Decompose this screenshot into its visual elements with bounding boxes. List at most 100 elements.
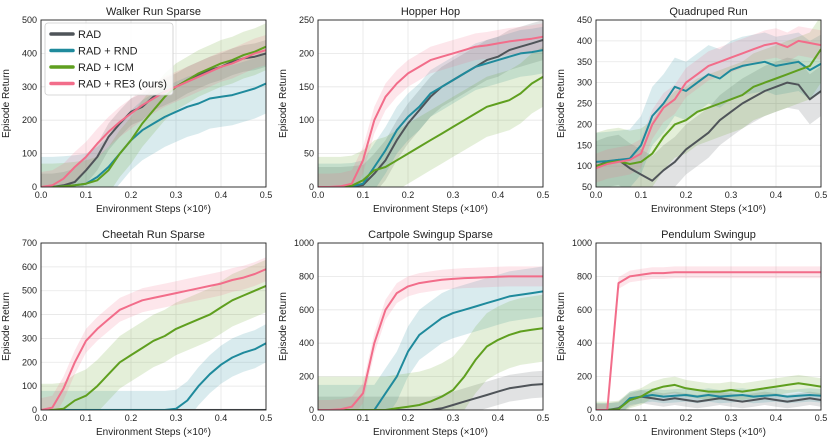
x-axis-label: Environment Steps (×10⁶)	[373, 204, 488, 215]
y-tick-label: 200	[22, 115, 37, 125]
x-tick-label: 0.3	[447, 413, 460, 423]
y-tick-label: 0	[309, 405, 314, 415]
panel-quadruped-run: 50 100 150 200 250 300 350 400 450 0.0 0.1 0.2 0.3 0.…	[556, 6, 827, 215]
band-rad	[318, 20, 543, 187]
x-tick-label: 0.2	[125, 190, 138, 200]
y-axis-label: Episode Return	[556, 69, 567, 138]
line-rad-rnd	[41, 342, 266, 410]
line-rad-re3-ours	[318, 35, 543, 187]
x-tick-label: 0.5	[260, 190, 273, 200]
plot-area	[41, 257, 266, 410]
y-tick-label: 800	[577, 271, 592, 281]
y-tick-label: 600	[22, 262, 37, 272]
x-tick-label: 0.2	[125, 413, 138, 423]
y-tick-label: 150	[577, 140, 592, 150]
panel-title: Hopper Hop	[401, 6, 460, 18]
x-axis-label: Environment Steps (×10⁶)	[651, 204, 766, 215]
axes-frame	[595, 19, 822, 188]
x-axis-label: Environment Steps (×10⁶)	[373, 427, 488, 438]
line-rad-icm	[41, 45, 266, 187]
y-tick-label: 200	[577, 119, 592, 129]
x-tick-label: 0.5	[815, 190, 828, 200]
line-rad-icm	[596, 382, 821, 410]
x-tick-label: 0.1	[357, 190, 370, 200]
x-tick-label: 0.0	[35, 190, 48, 200]
band-rad-re3-ours	[318, 266, 543, 410]
y-tick-label: 400	[299, 338, 314, 348]
y-tick-label: 0	[32, 182, 37, 192]
y-tick-label: 200	[299, 48, 314, 58]
y-tick-label: 0	[32, 405, 37, 415]
line-rad-re3-ours	[318, 275, 543, 410]
line-rad-rnd	[596, 394, 821, 410]
x-tick-label: 0.4	[492, 190, 505, 200]
x-tick-label: 0.3	[725, 413, 738, 423]
x-tick-label: 0.1	[80, 413, 93, 423]
axes-frame	[40, 19, 267, 188]
line-rad-rnd	[318, 49, 543, 187]
y-tick-label: 700	[22, 238, 37, 248]
x-tick-label: 0.1	[635, 190, 648, 200]
axes-frame	[595, 242, 822, 411]
line-rad-rnd	[318, 290, 543, 410]
plot-area	[596, 20, 821, 187]
y-tick-label: 450	[577, 15, 592, 25]
band-rad-rnd	[596, 32, 821, 187]
panel-hopper-hop: 0 50 100 150 200 250 0.0 0.1 0.2 0.3 0.4 0.5 Hopper …	[278, 6, 550, 215]
plot-area	[318, 266, 543, 410]
axes-frame	[317, 19, 544, 188]
panel-title: Cheetah Run Sparse	[102, 229, 205, 241]
x-tick-label: 0.1	[357, 413, 370, 423]
x-axis-label: Environment Steps (×10⁶)	[96, 204, 211, 215]
plot-area	[596, 266, 821, 410]
x-tick-label: 0.3	[170, 413, 183, 423]
x-tick-label: 0.3	[170, 190, 183, 200]
band-rad	[41, 40, 266, 187]
y-axis-label: Episode Return	[278, 292, 289, 361]
line-rad	[596, 81, 821, 182]
legend-label-rad-re3-ours: RAD + RE3 (ours)	[78, 79, 167, 91]
y-tick-label: 50	[582, 182, 592, 192]
y-tick-label: 1000	[294, 238, 314, 248]
y-tick-label: 200	[22, 357, 37, 367]
x-tick-label: 0.5	[815, 413, 828, 423]
x-tick-label: 0.5	[537, 190, 550, 200]
plot-area	[41, 23, 266, 187]
y-tick-label: 200	[299, 372, 314, 382]
line-rad	[41, 52, 266, 187]
y-tick-label: 50	[304, 149, 314, 159]
y-tick-label: 500	[22, 286, 37, 296]
x-tick-label: 0.3	[447, 190, 460, 200]
x-tick-label: 0.4	[770, 413, 783, 423]
x-tick-label: 0.2	[402, 413, 415, 423]
y-tick-label: 600	[577, 305, 592, 315]
panel-cartpole-swingup-sparse: 0 200 400 600 800 1000 0.0 0.1 0.2 0.3 0.4 0.5 Cartp…	[278, 229, 549, 438]
y-tick-label: 400	[577, 338, 592, 348]
x-axis-label: Environment Steps (×10⁶)	[96, 427, 211, 438]
line-rad-rnd	[596, 60, 821, 163]
y-axis-label: Episode Return	[1, 69, 12, 138]
y-tick-label: 0	[309, 182, 314, 192]
x-tick-label: 0.1	[635, 413, 648, 423]
y-axis-label: Episode Return	[278, 69, 289, 138]
line-rad-icm	[596, 48, 821, 168]
panel-title: Cartpole Swingup Sparse	[368, 229, 493, 241]
band-rad-icm	[318, 294, 543, 410]
x-tick-label: 0.2	[402, 190, 415, 200]
panel-title: Walker Run Sparse	[106, 6, 201, 18]
y-tick-label: 500	[22, 15, 37, 25]
y-tick-label: 250	[299, 15, 314, 25]
y-axis-label: Episode Return	[556, 292, 567, 361]
panel-cheetah-run-sparse: 0 100 200 300 400 500 600 700 0.0 0.1 0.2 0.3 0.4 0.5…	[1, 229, 272, 438]
y-tick-label: 100	[22, 381, 37, 391]
x-axis-label: Environment Steps (×10⁶)	[651, 427, 766, 438]
y-tick-label: 300	[22, 333, 37, 343]
y-tick-label: 250	[577, 99, 592, 109]
y-tick-label: 300	[577, 78, 592, 88]
band-rad-re3-ours	[41, 257, 266, 410]
x-tick-label: 0.0	[590, 190, 603, 200]
y-tick-label: 100	[577, 161, 592, 171]
line-rad-icm	[318, 75, 543, 187]
band-rad-rnd	[41, 324, 266, 410]
